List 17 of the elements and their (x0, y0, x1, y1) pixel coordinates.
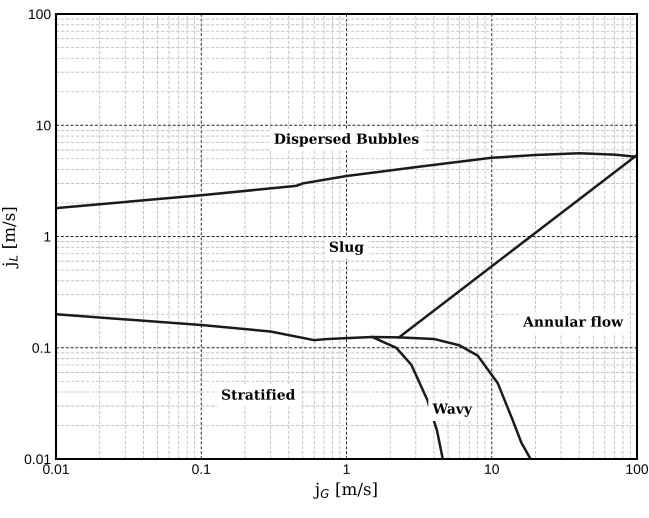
y-tick-label: 0.01 (24, 454, 50, 464)
annotation: Annular flow (523, 316, 624, 327)
annotation: Stratified (222, 389, 295, 400)
x-tick-label: 0.01 (43, 464, 69, 474)
y-tick-label: 1 (44, 232, 50, 242)
y-tick-label: 10 (36, 120, 51, 130)
y-tick-label: 0.1 (32, 343, 50, 353)
x-tick-label: 0.1 (192, 464, 210, 474)
x-tick-label: 100 (626, 464, 648, 474)
annotation: Slug (330, 241, 364, 255)
x-tick-label: 1 (344, 464, 350, 474)
y-tick-label: 100 (29, 9, 51, 20)
annotation: Dispersed Bubbles (274, 133, 419, 147)
y-axis-title: j$_{L}$ [m/s] (2, 208, 18, 268)
annotation: Wavy (432, 404, 472, 417)
x-tick-label: 10 (485, 464, 499, 474)
x-axis-title: j$_{G}$ [m/s] (313, 482, 377, 499)
